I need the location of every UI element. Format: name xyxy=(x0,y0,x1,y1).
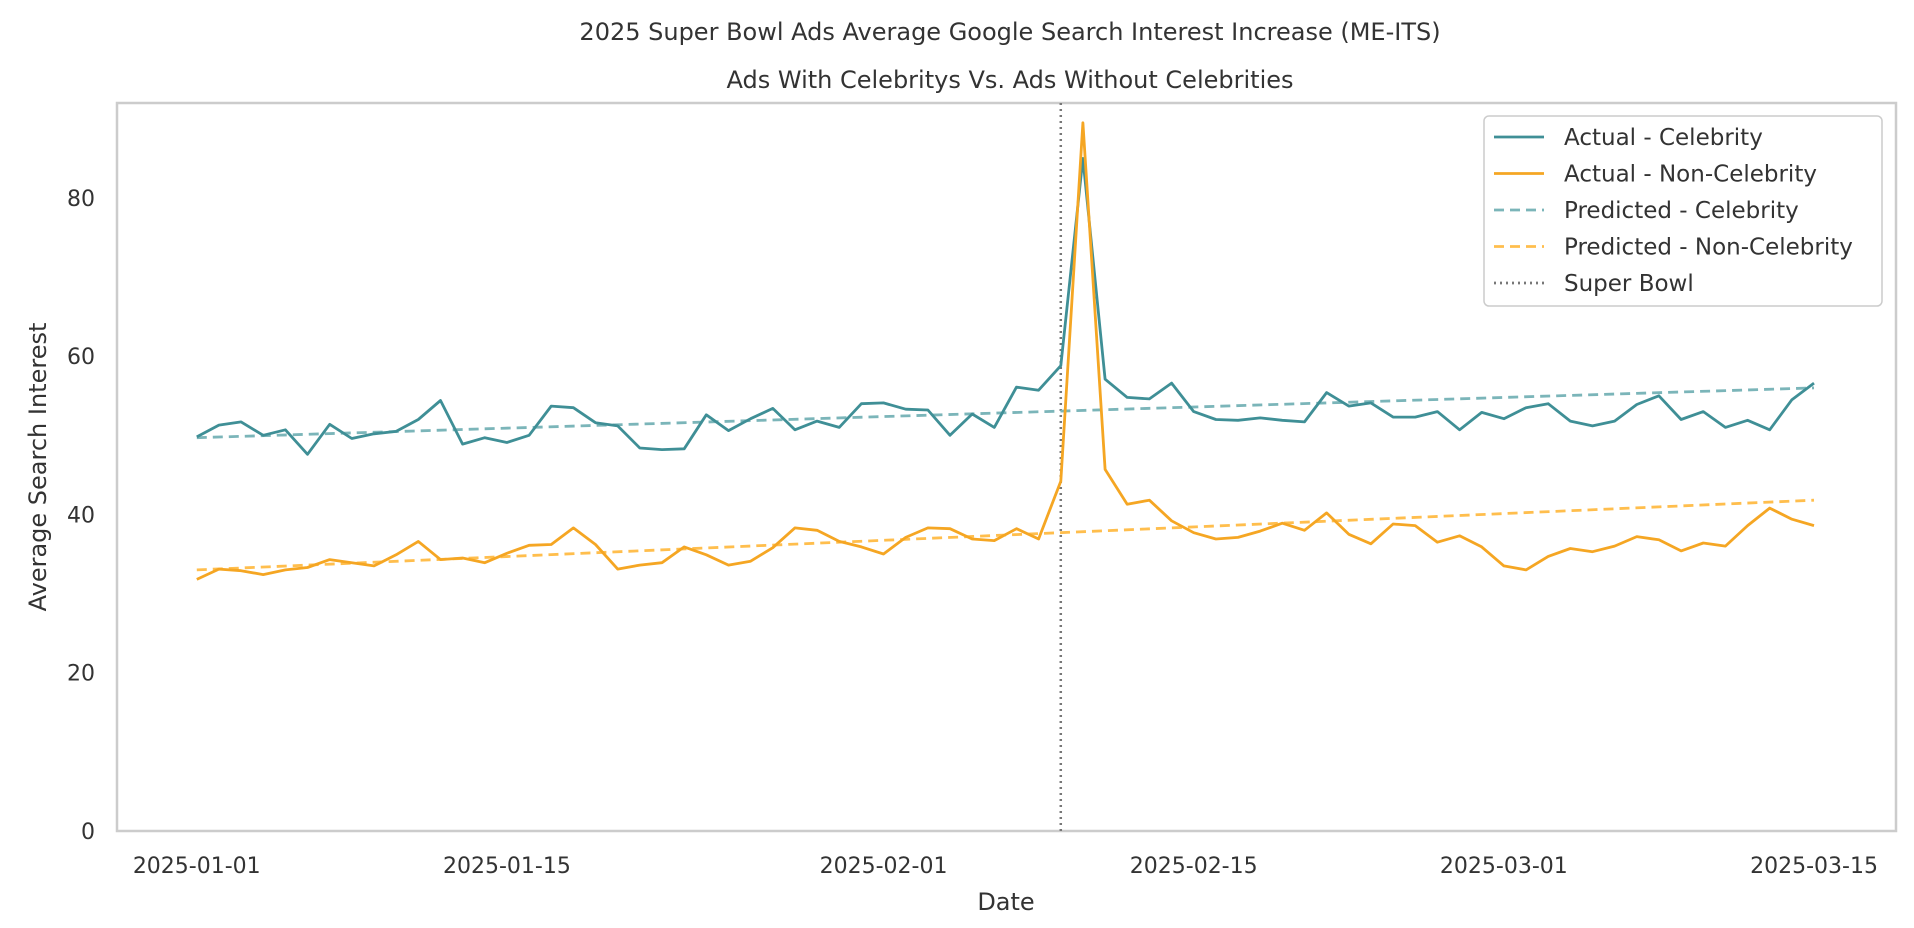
y-axis: 0 20 40 60 80 xyxy=(67,187,95,845)
x-tick-label: 2025-01-15 xyxy=(443,854,571,879)
x-tick-label: 2025-03-15 xyxy=(1750,854,1878,879)
legend-label: Predicted - Celebrity xyxy=(1564,198,1799,224)
y-axis-label: Average Search Interest xyxy=(24,323,52,612)
x-tick-label: 2025-03-01 xyxy=(1440,854,1568,879)
x-axis: 2025-01-01 2025-01-15 2025-02-01 2025-02-15… xyxy=(133,854,1878,879)
series-line-actual-celebrity xyxy=(196,156,1815,456)
x-tick-label: 2025-02-15 xyxy=(1130,854,1258,879)
y-tick-label: 20 xyxy=(67,662,95,687)
legend-label: Predicted - Non-Celebrity xyxy=(1564,235,1853,261)
series-layer xyxy=(196,121,1815,581)
y-tick-label: 60 xyxy=(67,345,95,370)
legend-label: Actual - Non-Celebrity xyxy=(1564,162,1817,188)
chart-subtitle: Ads With Celebritys Vs. Ads Without Cele… xyxy=(727,66,1294,94)
x-tick-label: 2025-02-01 xyxy=(820,854,948,879)
y-tick-label: 40 xyxy=(67,503,95,528)
series-line-predicted-celebrity xyxy=(196,386,1815,440)
x-axis-label: Date xyxy=(977,888,1034,916)
chart-title: 2025 Super Bowl Ads Average Google Searc… xyxy=(579,18,1440,46)
y-tick-label: 80 xyxy=(67,187,95,212)
series-line-actual-non-celebrity xyxy=(196,121,1815,581)
legend-label: Actual - Celebrity xyxy=(1564,125,1763,151)
x-tick-label: 2025-01-01 xyxy=(133,854,261,879)
legend-label: Super Bowl xyxy=(1564,271,1694,297)
legend: Actual - Celebrity Actual - Non-Celebrity… xyxy=(1483,115,1883,307)
y-tick-label: 0 xyxy=(81,820,95,845)
legend-items: Actual - Celebrity Actual - Non-Celebrity… xyxy=(1494,125,1853,297)
legend-box xyxy=(1483,115,1883,307)
